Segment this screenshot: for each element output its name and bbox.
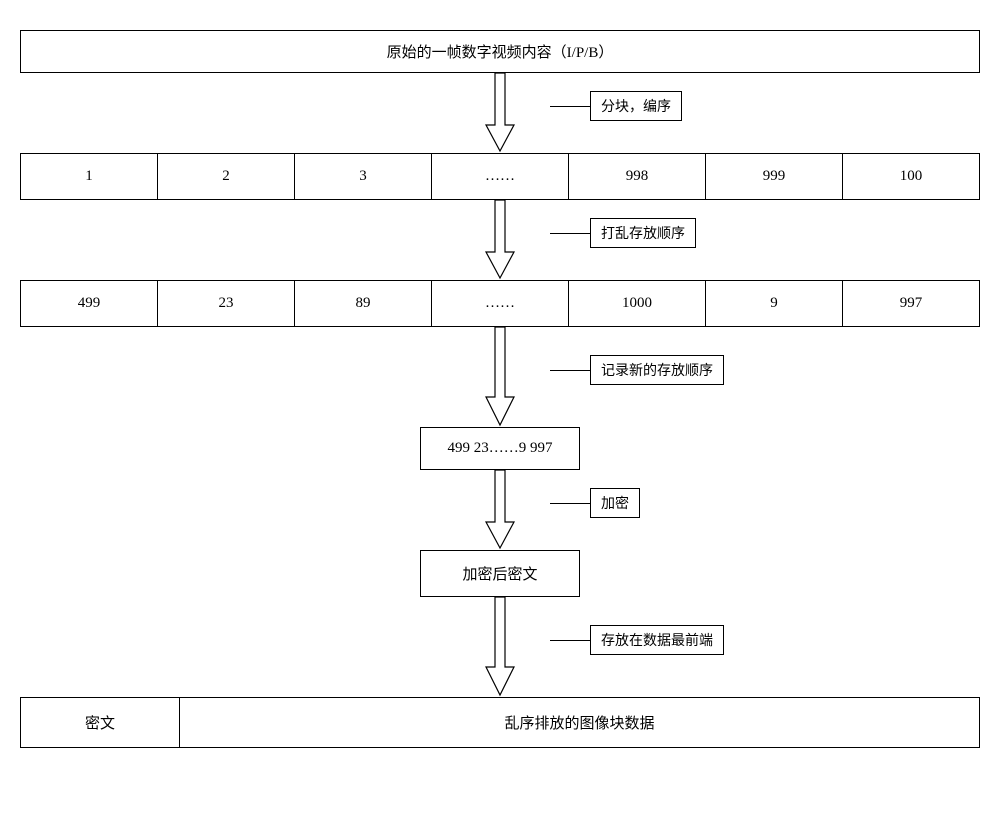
sequence-box: 499 23……9 997	[420, 427, 580, 470]
title-box: 原始的一帧数字视频内容（I/P/B）	[20, 30, 980, 73]
row-original: 1 2 3 …… 998 999 100	[20, 153, 980, 200]
cell: 1000	[569, 280, 706, 327]
label-lead-line	[550, 233, 590, 234]
cell: 100	[843, 153, 980, 200]
label-lead-line	[550, 503, 590, 504]
final-data-cell: 乱序排放的图像块数据	[180, 697, 980, 748]
cell: 999	[706, 153, 843, 200]
cell: ……	[432, 280, 569, 327]
arrow-1-label: 分块，编序	[590, 91, 682, 121]
down-arrow-icon	[480, 597, 520, 697]
cell: 89	[295, 280, 432, 327]
arrow-3-label-wrap: 记录新的存放顺序	[550, 355, 724, 385]
arrow-4-label-wrap: 加密	[550, 488, 640, 518]
row-shuffled: 499 23 89 …… 1000 9 997	[20, 280, 980, 327]
arrow-5: 存放在数据最前端	[20, 597, 980, 697]
arrow-3: 记录新的存放顺序	[20, 327, 980, 427]
cipher-box: 加密后密文	[420, 550, 580, 597]
cell: 499	[20, 280, 158, 327]
arrow-1: 分块，编序	[20, 73, 980, 153]
cell: 998	[569, 153, 706, 200]
down-arrow-icon	[480, 327, 520, 427]
final-cipher-cell: 密文	[20, 697, 180, 748]
label-lead-line	[550, 370, 590, 371]
cell: 1	[20, 153, 158, 200]
label-lead-line	[550, 640, 590, 641]
cell: 23	[158, 280, 295, 327]
arrow-4-label: 加密	[590, 488, 640, 518]
arrow-2-label-wrap: 打乱存放顺序	[550, 218, 696, 248]
label-lead-line	[550, 106, 590, 107]
arrow-5-label: 存放在数据最前端	[590, 625, 724, 655]
arrow-1-label-wrap: 分块，编序	[550, 91, 682, 121]
cell: 9	[706, 280, 843, 327]
down-arrow-icon	[480, 200, 520, 280]
final-row: 密文 乱序排放的图像块数据	[20, 697, 980, 748]
arrow-4: 加密	[20, 470, 980, 550]
arrow-2-label: 打乱存放顺序	[590, 218, 696, 248]
cell: ……	[432, 153, 569, 200]
cell: 2	[158, 153, 295, 200]
down-arrow-icon	[480, 470, 520, 550]
arrow-5-label-wrap: 存放在数据最前端	[550, 625, 724, 655]
down-arrow-icon	[480, 73, 520, 153]
cell: 3	[295, 153, 432, 200]
cell: 997	[843, 280, 980, 327]
arrow-3-label: 记录新的存放顺序	[590, 355, 724, 385]
arrow-2: 打乱存放顺序	[20, 200, 980, 280]
